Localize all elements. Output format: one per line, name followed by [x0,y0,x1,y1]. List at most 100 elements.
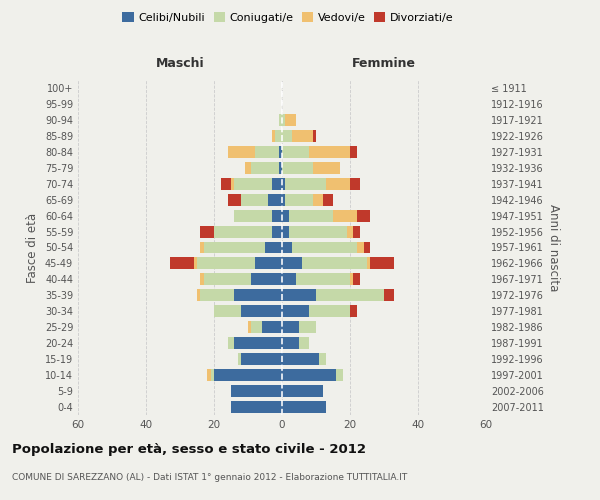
Bar [207,369,211,381]
Bar [289,226,347,237]
Bar [235,337,282,349]
Bar [231,178,235,190]
Bar [357,242,364,254]
Bar [200,242,204,254]
Bar [282,242,292,254]
Bar [272,178,282,190]
Bar [251,162,278,173]
Bar [289,210,333,222]
Bar [326,178,350,190]
Bar [278,162,282,173]
Bar [227,194,241,205]
Bar [282,322,299,333]
Legend: Celibi/Nubili, Coniugati/e, Vedovi/e, Divorziati/e: Celibi/Nubili, Coniugati/e, Vedovi/e, Di… [118,8,458,28]
Bar [350,146,357,158]
Bar [197,258,255,270]
Text: Popolazione per età, sesso e stato civile - 2012: Popolazione per età, sesso e stato civil… [12,442,366,456]
Bar [265,242,282,254]
Bar [282,194,286,205]
Bar [227,337,235,349]
Bar [235,178,272,190]
Bar [282,337,299,349]
Bar [251,274,282,285]
Bar [248,322,251,333]
Bar [384,290,394,302]
Bar [282,401,326,413]
Bar [200,274,204,285]
Bar [272,130,275,142]
Bar [262,322,282,333]
Bar [241,194,268,205]
Bar [282,162,313,173]
Bar [309,146,350,158]
Bar [350,178,360,190]
Text: Maschi: Maschi [155,58,205,70]
Text: Femmine: Femmine [352,58,416,70]
Bar [370,258,394,270]
Bar [227,146,255,158]
Bar [255,146,278,158]
Bar [241,353,282,365]
Bar [214,306,241,318]
Bar [282,114,286,126]
Bar [214,369,282,381]
Bar [282,146,309,158]
Bar [350,274,353,285]
Bar [282,130,292,142]
Bar [296,274,350,285]
Bar [313,130,316,142]
Bar [221,178,231,190]
Bar [268,194,282,205]
Bar [282,258,302,270]
Bar [292,242,357,254]
Bar [353,274,360,285]
Bar [347,226,353,237]
Bar [282,353,319,365]
Bar [367,258,370,270]
Bar [319,353,326,365]
Bar [251,322,262,333]
Bar [286,114,296,126]
Bar [282,290,316,302]
Bar [211,369,214,381]
Bar [282,385,323,397]
Bar [241,306,282,318]
Bar [313,194,323,205]
Bar [299,322,316,333]
Bar [282,226,289,237]
Bar [272,226,282,237]
Bar [238,353,241,365]
Bar [282,274,296,285]
Bar [337,369,343,381]
Bar [231,385,282,397]
Bar [272,210,282,222]
Bar [255,258,282,270]
Bar [323,194,333,205]
Y-axis label: Fasce di età: Fasce di età [26,212,39,282]
Bar [302,258,367,270]
Y-axis label: Anni di nascita: Anni di nascita [547,204,560,291]
Bar [235,210,272,222]
Bar [245,162,251,173]
Bar [316,290,384,302]
Bar [313,162,340,173]
Bar [353,226,360,237]
Bar [286,178,326,190]
Bar [204,274,251,285]
Bar [292,130,313,142]
Bar [231,401,282,413]
Bar [309,306,350,318]
Text: COMUNE DI SAREZZANO (AL) - Dati ISTAT 1° gennaio 2012 - Elaborazione TUTTITALIA.: COMUNE DI SAREZZANO (AL) - Dati ISTAT 1°… [12,472,407,482]
Bar [282,210,289,222]
Bar [282,369,337,381]
Bar [204,242,265,254]
Bar [333,210,357,222]
Bar [278,146,282,158]
Bar [214,226,272,237]
Bar [200,290,235,302]
Bar [275,130,282,142]
Bar [350,306,357,318]
Bar [357,210,370,222]
Bar [364,242,370,254]
Bar [299,337,309,349]
